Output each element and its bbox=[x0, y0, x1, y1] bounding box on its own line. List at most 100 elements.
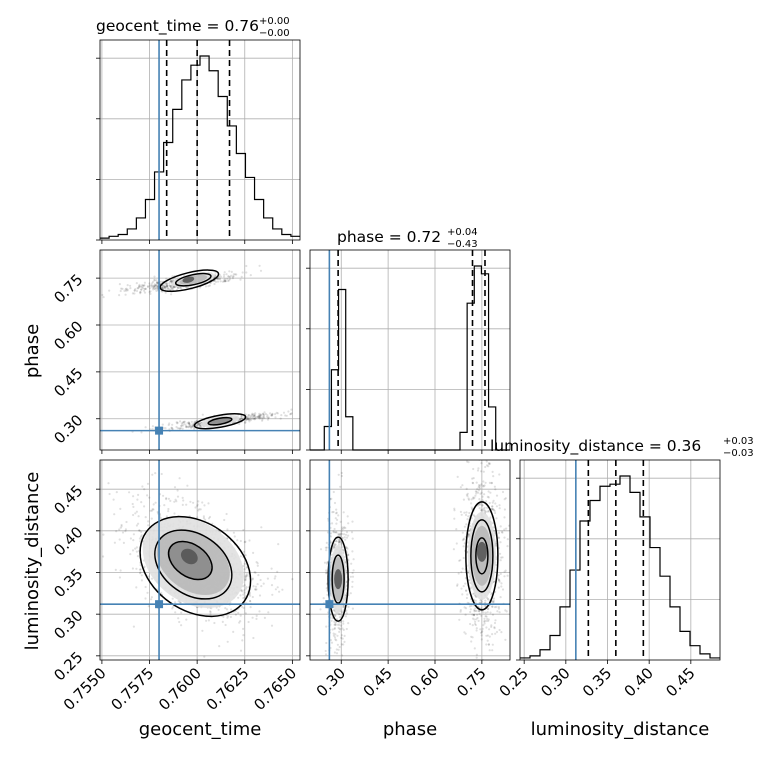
scatter-point bbox=[119, 507, 122, 510]
scatter-point bbox=[147, 520, 150, 523]
scatter-point bbox=[483, 664, 485, 666]
scatter-point bbox=[332, 632, 335, 635]
ylabel-phase: phase bbox=[22, 324, 43, 378]
scatter-point bbox=[493, 621, 497, 625]
scatter-point bbox=[476, 616, 479, 620]
scatter-point bbox=[253, 414, 256, 418]
scatter-point bbox=[349, 575, 352, 578]
scatter-point bbox=[255, 617, 258, 621]
contour-line bbox=[475, 537, 489, 575]
scatter-point bbox=[235, 273, 238, 276]
scatter-point bbox=[169, 288, 172, 291]
scatter-point bbox=[191, 423, 194, 426]
scatter-point bbox=[266, 415, 269, 418]
xlabel-phase: phase bbox=[383, 719, 437, 740]
scatter-point bbox=[230, 608, 233, 611]
scatter-point bbox=[335, 511, 338, 514]
scatter-point bbox=[253, 418, 256, 421]
xtick-label-geocent_time: 0.7650 bbox=[250, 664, 300, 714]
scatter-point bbox=[196, 516, 199, 519]
scatter-point bbox=[218, 273, 221, 276]
scatter-point bbox=[271, 593, 274, 596]
scatter-point bbox=[161, 286, 164, 289]
scatter-point bbox=[188, 421, 191, 424]
scatter-point bbox=[351, 607, 354, 610]
scatter-point bbox=[163, 286, 167, 289]
scatter-point bbox=[190, 420, 193, 423]
scatter-point bbox=[469, 525, 472, 528]
scatter-point bbox=[132, 495, 135, 498]
scatter-point bbox=[332, 634, 335, 637]
scatter-point bbox=[249, 419, 252, 422]
scatter-point bbox=[477, 484, 481, 487]
scatter-point bbox=[214, 280, 218, 283]
scatter-point bbox=[485, 500, 488, 503]
scatter-point bbox=[276, 570, 279, 573]
scatter-point bbox=[140, 288, 143, 291]
scatter-point bbox=[471, 624, 474, 627]
scatter-point bbox=[167, 287, 170, 290]
scatter-point bbox=[332, 530, 335, 533]
scatter-point bbox=[497, 586, 500, 589]
scatter-point bbox=[274, 413, 277, 416]
scatter-point bbox=[126, 284, 129, 287]
scatter-point bbox=[480, 508, 483, 511]
scatter-point bbox=[467, 533, 470, 536]
scatter-point bbox=[187, 421, 190, 424]
scatter-point bbox=[494, 502, 497, 505]
scatter-point bbox=[166, 284, 169, 287]
scatter-point bbox=[503, 516, 506, 519]
scatter-point bbox=[491, 505, 494, 508]
scatter-point bbox=[188, 423, 191, 427]
ytick-label-luminosity_distance: 0.40 bbox=[50, 523, 86, 559]
scatter-point bbox=[160, 517, 163, 520]
scatter-point bbox=[479, 492, 482, 495]
scatter-point bbox=[330, 619, 333, 622]
scatter-point bbox=[140, 431, 143, 434]
scatter-point bbox=[496, 610, 499, 613]
scatter-point bbox=[482, 470, 485, 473]
scatter-point bbox=[497, 607, 500, 610]
scatter-point bbox=[247, 416, 250, 419]
scatter-point bbox=[493, 509, 496, 513]
scatter-point bbox=[331, 628, 334, 631]
scatter-point bbox=[467, 498, 471, 501]
scatter-point bbox=[244, 421, 247, 424]
scatter-point bbox=[135, 550, 138, 553]
scatter-point bbox=[251, 577, 254, 580]
scatter-point bbox=[171, 607, 174, 610]
scatter-point bbox=[258, 414, 261, 417]
scatter-point bbox=[254, 588, 257, 591]
scatter-point bbox=[478, 503, 481, 506]
scatter-point bbox=[333, 544, 336, 547]
scatter-point bbox=[500, 530, 504, 534]
scatter-point bbox=[139, 291, 142, 294]
scatter-point bbox=[143, 488, 146, 491]
scatter-point bbox=[499, 525, 502, 528]
scatter-point bbox=[463, 631, 466, 634]
scatter-point bbox=[172, 286, 175, 289]
scatter-point bbox=[247, 418, 250, 421]
scatter-point bbox=[150, 283, 153, 287]
scatter-point bbox=[252, 636, 255, 640]
scatter-point bbox=[480, 607, 483, 610]
scatter-point bbox=[154, 501, 157, 504]
scatter-point bbox=[338, 627, 341, 631]
scatter-point bbox=[493, 627, 496, 630]
scatter-point bbox=[113, 513, 116, 516]
scatter-point bbox=[485, 464, 489, 467]
scatter-point bbox=[181, 496, 184, 499]
scatter-point bbox=[198, 425, 201, 428]
scatter-point bbox=[237, 611, 240, 615]
scatter-point bbox=[492, 599, 495, 603]
scatter-point bbox=[170, 426, 173, 429]
scatter-point bbox=[325, 641, 328, 645]
scatter-point bbox=[471, 477, 474, 480]
panel-frame-geocent_time bbox=[99, 39, 301, 241]
scatter-point bbox=[467, 461, 470, 464]
contour-line bbox=[327, 536, 349, 622]
scatter-point bbox=[337, 541, 341, 544]
scatter-point bbox=[337, 514, 340, 517]
scatter-point bbox=[192, 501, 195, 504]
scatter-point bbox=[333, 636, 337, 639]
